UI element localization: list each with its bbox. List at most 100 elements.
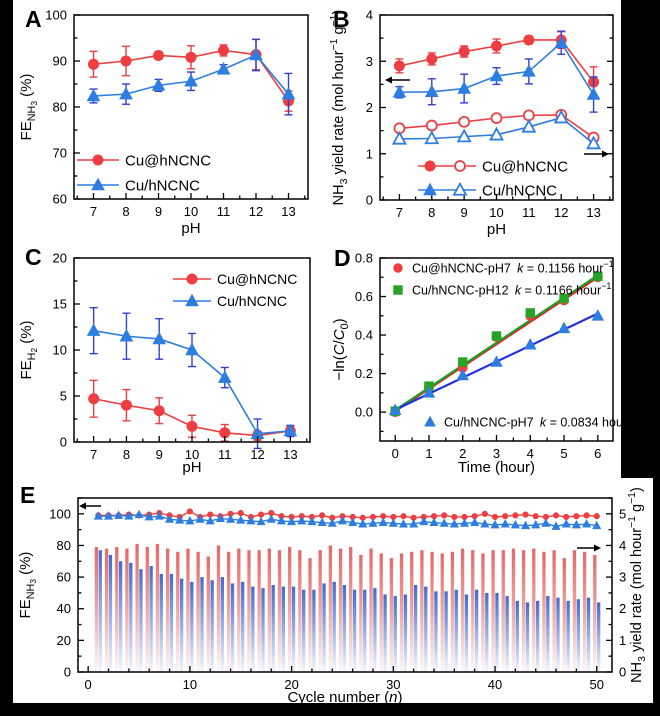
- panel-E-chart: 0 10 20 30 40 50 0 20 40 60 80 100 0 1 2 3 4 5 Cycle numbe…: [17, 487, 648, 706]
- panel-B-label: B: [333, 6, 350, 32]
- svg-text:0.4: 0.4: [355, 328, 373, 343]
- svg-text:11: 11: [218, 447, 232, 462]
- svg-text:1: 1: [366, 146, 373, 161]
- svg-text:0: 0: [619, 665, 626, 680]
- svg-text:20: 20: [57, 633, 71, 648]
- svg-text:12: 12: [249, 204, 263, 219]
- panel-E-label: E: [20, 482, 36, 508]
- series: [88, 379, 296, 442]
- svg-text:4: 4: [366, 8, 373, 23]
- svg-text:2: 2: [366, 100, 373, 115]
- x-axis-label: Cycle number (n): [287, 689, 402, 706]
- svg-text:1: 1: [619, 633, 626, 648]
- series: [392, 30, 601, 113]
- legend: Cu@hNCNC Cu/hNCNC: [77, 152, 211, 194]
- axis-B: 7 8 9 10 11 12 13: [382, 194, 611, 220]
- bar-series: [98, 550, 601, 672]
- axis-R: [607, 14, 613, 201]
- svg-text:7: 7: [396, 205, 403, 220]
- y-left-axis-label: FENH3 (%): [17, 552, 38, 619]
- legend-entry: Cu/hNCNC: [217, 293, 287, 309]
- axis-arrow: [79, 502, 101, 510]
- series: [393, 109, 600, 144]
- axis-B: 0 10 20 30 40 50: [85, 666, 604, 692]
- series: [86, 38, 296, 116]
- series: [388, 309, 605, 415]
- svg-text:20: 20: [284, 677, 298, 692]
- svg-text:7: 7: [90, 204, 97, 219]
- svg-text:11: 11: [522, 205, 536, 220]
- panel-C-label: C: [25, 244, 42, 270]
- svg-text:7: 7: [90, 447, 97, 462]
- svg-text:10: 10: [183, 677, 197, 692]
- svg-text:3: 3: [366, 54, 373, 69]
- panel-A-chart: 7 8 9 10 11 12 13 60 70 80 90 100 pH FENH3 (%) Cu@hNCN…: [18, 8, 309, 237]
- svg-text:80: 80: [57, 538, 71, 553]
- svg-text:9: 9: [461, 205, 468, 220]
- svg-text:4: 4: [527, 446, 534, 461]
- plot-frame: [73, 14, 309, 200]
- svg-text:8: 8: [428, 205, 435, 220]
- svg-text:30: 30: [386, 677, 400, 692]
- legend: Cu@hNCNC-pH7 k = 0.1156 hour−1 Cu/hNCNC-p…: [393, 259, 637, 429]
- svg-text:5: 5: [60, 389, 67, 404]
- svg-text:0.8: 0.8: [355, 251, 373, 266]
- axis-B: 7 8 9 10 11 12 13: [76, 193, 306, 219]
- svg-text:10: 10: [184, 204, 198, 219]
- svg-text:10: 10: [489, 205, 503, 220]
- y-left-axis-label: FEH2 (%): [18, 320, 39, 379]
- axis-B: 7 8 9 10 11 12 13: [76, 436, 308, 462]
- svg-text:12: 12: [554, 205, 568, 220]
- y-left-axis-label: −ln(C/C0): [331, 318, 351, 380]
- svg-text:100: 100: [45, 8, 67, 23]
- figure-background-top: [13, 0, 621, 478]
- svg-text:5: 5: [560, 446, 567, 461]
- legend: Cu@hNCNC Cu/hNCNC: [173, 271, 297, 309]
- panel-C: C 7 8 9 10 11 12 13 0 5 10 15 20 pH FEH2 (%) Cu@hNCNC C…: [15, 243, 330, 478]
- svg-text:0.6: 0.6: [355, 289, 373, 304]
- svg-text:6: 6: [594, 446, 601, 461]
- svg-text:0: 0: [392, 446, 399, 461]
- legend: Cu@hNCNC Cu/hNCNC: [418, 158, 568, 199]
- svg-text:2: 2: [619, 601, 626, 616]
- axis-L: 60 70 80 90 100: [45, 8, 80, 207]
- svg-text:15: 15: [53, 297, 67, 312]
- svg-text:8: 8: [123, 447, 130, 462]
- legend-entry: Cu@hNCNC: [482, 158, 568, 175]
- x-axis-label: Time (hour): [458, 459, 535, 476]
- panel-C-chart: 7 8 9 10 11 12 13 0 5 10 15 20 pH FEH2 (%) Cu@hNCNC Cu/…: [18, 251, 311, 476]
- svg-text:60: 60: [53, 192, 67, 207]
- panel-D: D 0 1 2 3 4 5 6 0.0 0.2 0.4 0.6 0.8 Time (hour) −ln(C…: [330, 243, 650, 478]
- axis-L: 0 5 10 15 20: [53, 251, 80, 450]
- svg-text:0: 0: [85, 677, 92, 692]
- svg-text:70: 70: [53, 146, 67, 161]
- svg-text:13: 13: [281, 204, 295, 219]
- axis-R: 0 1 2 3 4 5: [606, 497, 626, 680]
- svg-text:0.0: 0.0: [355, 405, 373, 420]
- panel-A: A 7 8 9 10 11 12 13 60 70 80 90 100 pH FENH3 (%) Cu@hN…: [15, 8, 330, 238]
- series: [93, 509, 602, 530]
- series: [390, 271, 603, 416]
- svg-text:0.2: 0.2: [355, 366, 373, 381]
- svg-text:10: 10: [53, 343, 67, 358]
- svg-text:60: 60: [57, 570, 71, 585]
- legend-entry: Cu@hNCNC-pH7 k = 0.1156 hour−1: [412, 259, 614, 275]
- axis-arrow: [584, 150, 609, 158]
- x-axis-label: pH: [487, 221, 506, 238]
- svg-text:0: 0: [366, 193, 373, 208]
- svg-text:8: 8: [122, 204, 129, 219]
- svg-text:50: 50: [590, 677, 604, 692]
- axis-arrow: [385, 76, 410, 84]
- svg-text:5: 5: [619, 506, 626, 521]
- legend-entry: Cu/hNCNC: [482, 182, 557, 199]
- svg-text:13: 13: [586, 205, 600, 220]
- panel-D-chart: 0 1 2 3 4 5 6 0.0 0.2 0.4 0.6 0.8 Time (hour) −ln(C/C…: [331, 251, 637, 477]
- series: [393, 30, 600, 99]
- plot-frame: [77, 497, 613, 673]
- svg-text:40: 40: [488, 677, 502, 692]
- series: [86, 306, 298, 450]
- axis-L: 0.0 0.2 0.4 0.6 0.8: [355, 251, 386, 433]
- svg-text:9: 9: [155, 204, 162, 219]
- svg-text:1: 1: [425, 446, 432, 461]
